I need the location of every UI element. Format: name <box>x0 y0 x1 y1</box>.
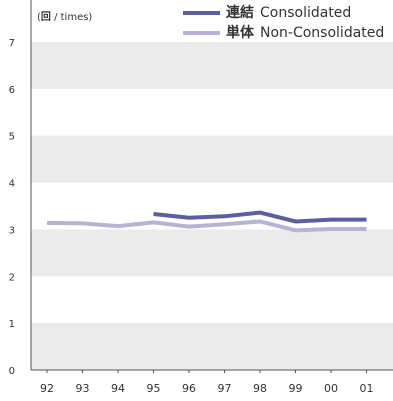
y-tick-label: 6 <box>9 85 15 96</box>
grid-band <box>31 323 393 370</box>
legend-swatch-consolidated <box>183 11 220 15</box>
x-tick-label: 97 <box>218 382 232 395</box>
legend-item-non-consolidated: 単体 Non-Consolidated <box>183 24 384 42</box>
y-tick-label: 1 <box>9 319 15 330</box>
series-lines <box>46 210 367 233</box>
grid-band <box>31 229 393 277</box>
series-line-consolidated <box>153 210 367 224</box>
y-tick-label: 0 <box>9 366 15 377</box>
legend-label-jp-non-consolidated: 単体 <box>226 25 254 41</box>
unit-label-open: ( <box>37 12 41 23</box>
y-tick-label: 2 <box>9 272 15 283</box>
y-tick-label: 4 <box>9 179 15 190</box>
x-tick-label: 99 <box>289 382 303 395</box>
legend-label-jp-consolidated: 連結 <box>226 5 254 21</box>
y-tick-label: 5 <box>9 132 15 143</box>
x-tick-label: 00 <box>324 382 338 395</box>
legend-item-consolidated: 連結 Consolidated <box>183 4 351 22</box>
unit-label-rest: / times) <box>50 12 93 23</box>
x-tick-label: 96 <box>182 382 196 395</box>
grid-band <box>31 42 393 89</box>
x-tick-label: 98 <box>253 382 267 395</box>
y-tick-label: 3 <box>9 225 15 236</box>
x-tick-label: 94 <box>111 382 125 395</box>
x-tick-label: 01 <box>360 382 374 395</box>
unit-label: (回 / times) <box>37 8 92 23</box>
x-tick-label: 95 <box>147 382 161 395</box>
legend-swatch-non-consolidated <box>183 31 220 35</box>
grid-bands <box>31 42 393 370</box>
axes <box>30 0 393 371</box>
grid-band <box>31 135 393 183</box>
series-line-non-consolidated <box>46 219 367 233</box>
x-tick-label: 92 <box>40 382 54 395</box>
x-tick-labels: 92 93 94 95 96 97 98 99 00 01 <box>40 370 374 395</box>
x-tick-label: 93 <box>76 382 90 395</box>
legend-label-en-consolidated: Consolidated <box>260 5 352 21</box>
y-tick-label: 7 <box>9 38 15 49</box>
legend-label-en-non-consolidated: Non-Consolidated <box>260 25 385 41</box>
unit-label-bold: 回 <box>40 12 51 23</box>
y-tick-labels: 0 1 2 3 4 5 6 7 <box>9 38 15 377</box>
